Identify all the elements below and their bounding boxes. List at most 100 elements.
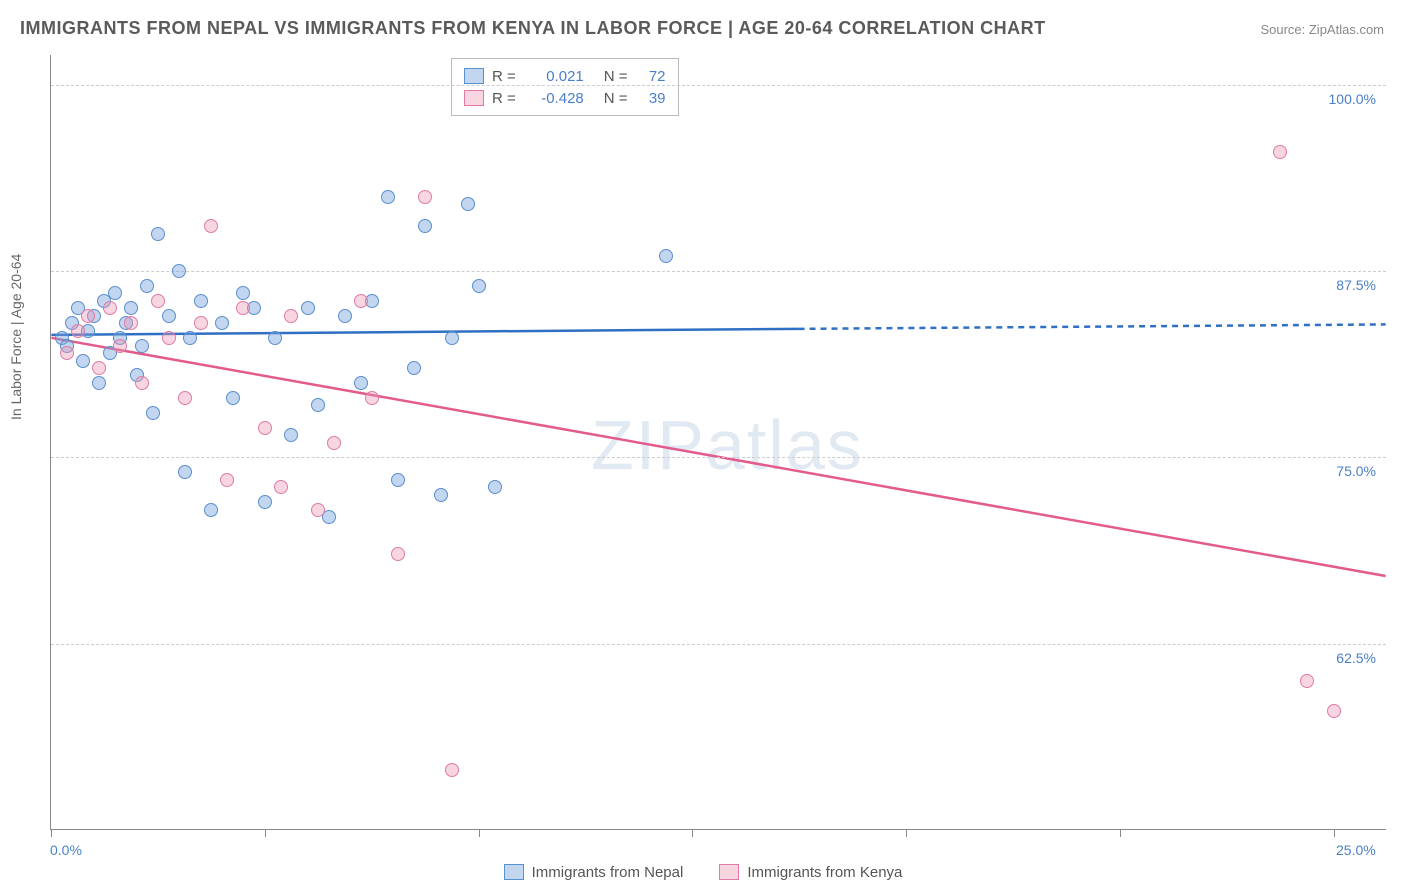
scatter-point bbox=[258, 495, 272, 509]
scatter-point bbox=[418, 219, 432, 233]
scatter-point bbox=[354, 294, 368, 308]
y-tick-label: 62.5% bbox=[1336, 650, 1376, 666]
legend-swatch bbox=[719, 864, 739, 880]
x-tick bbox=[51, 829, 52, 837]
scatter-point bbox=[146, 406, 160, 420]
scatter-point bbox=[236, 286, 250, 300]
x-tick-label: 0.0% bbox=[50, 842, 82, 858]
x-tick bbox=[1334, 829, 1335, 837]
series-legend-item: Immigrants from Kenya bbox=[719, 864, 902, 881]
scatter-point bbox=[226, 391, 240, 405]
scatter-point bbox=[284, 428, 298, 442]
scatter-point bbox=[274, 480, 288, 494]
scatter-point bbox=[445, 763, 459, 777]
scatter-point bbox=[381, 190, 395, 204]
scatter-point bbox=[108, 286, 122, 300]
series-legend-label: Immigrants from Kenya bbox=[747, 864, 902, 881]
scatter-point bbox=[284, 309, 298, 323]
x-tick bbox=[692, 829, 693, 837]
legend-row: R = -0.428 N = 39 bbox=[464, 87, 666, 109]
legend-swatch bbox=[464, 68, 484, 84]
legend-swatch bbox=[504, 864, 524, 880]
gridline-horizontal bbox=[51, 457, 1386, 458]
scatter-point bbox=[434, 488, 448, 502]
scatter-point bbox=[178, 391, 192, 405]
scatter-point bbox=[461, 197, 475, 211]
series-legend: Immigrants from Nepal Immigrants from Ken… bbox=[0, 864, 1406, 885]
scatter-point bbox=[472, 279, 486, 293]
chart-title: IMMIGRANTS FROM NEPAL VS IMMIGRANTS FROM… bbox=[20, 18, 1046, 39]
scatter-point bbox=[178, 465, 192, 479]
scatter-point bbox=[183, 331, 197, 345]
scatter-point bbox=[236, 301, 250, 315]
scatter-point bbox=[418, 190, 432, 204]
trend-lines-svg bbox=[51, 55, 1386, 829]
scatter-point bbox=[268, 331, 282, 345]
scatter-point bbox=[327, 436, 341, 450]
scatter-point bbox=[140, 279, 154, 293]
scatter-point bbox=[76, 354, 90, 368]
scatter-point bbox=[151, 227, 165, 241]
legend-r-value: -0.428 bbox=[524, 90, 584, 107]
legend-r-label: R = bbox=[492, 68, 516, 85]
scatter-point bbox=[215, 316, 229, 330]
y-axis-label: In Labor Force | Age 20-64 bbox=[8, 254, 24, 420]
watermark-text: ZIPatlas bbox=[591, 405, 864, 485]
scatter-point bbox=[445, 331, 459, 345]
scatter-point bbox=[311, 398, 325, 412]
scatter-point bbox=[92, 361, 106, 375]
legend-row: R =0.021N =72 bbox=[464, 65, 666, 87]
gridline-horizontal bbox=[51, 85, 1386, 86]
legend-r-value: 0.021 bbox=[524, 68, 584, 85]
x-tick bbox=[479, 829, 480, 837]
scatter-point bbox=[391, 473, 405, 487]
scatter-point bbox=[60, 346, 74, 360]
scatter-point bbox=[1273, 145, 1287, 159]
scatter-point bbox=[162, 309, 176, 323]
y-tick-label: 87.5% bbox=[1336, 277, 1376, 293]
scatter-point bbox=[1327, 704, 1341, 718]
scatter-point bbox=[135, 376, 149, 390]
scatter-point bbox=[258, 421, 272, 435]
scatter-point bbox=[407, 361, 421, 375]
scatter-point bbox=[113, 339, 127, 353]
scatter-point bbox=[172, 264, 186, 278]
gridline-horizontal bbox=[51, 271, 1386, 272]
scatter-point bbox=[135, 339, 149, 353]
scatter-point bbox=[391, 547, 405, 561]
x-tick bbox=[1120, 829, 1121, 837]
scatter-point bbox=[162, 331, 176, 345]
scatter-point bbox=[301, 301, 315, 315]
scatter-point bbox=[354, 376, 368, 390]
x-tick bbox=[906, 829, 907, 837]
legend-swatch bbox=[464, 90, 484, 106]
scatter-point bbox=[194, 294, 208, 308]
legend-r-label: R = bbox=[492, 90, 516, 107]
scatter-point bbox=[204, 219, 218, 233]
y-tick-label: 75.0% bbox=[1336, 463, 1376, 479]
scatter-point bbox=[92, 376, 106, 390]
legend-n-value: 39 bbox=[636, 90, 666, 107]
scatter-point bbox=[151, 294, 165, 308]
legend-n-label: N = bbox=[604, 68, 628, 85]
legend-n-label: N = bbox=[604, 90, 628, 107]
scatter-point bbox=[311, 503, 325, 517]
scatter-point bbox=[488, 480, 502, 494]
x-tick-label: 25.0% bbox=[1336, 842, 1376, 858]
correlation-legend: R =0.021N =72R =-0.428N =39 bbox=[451, 58, 679, 116]
x-tick bbox=[265, 829, 266, 837]
scatter-point bbox=[1300, 674, 1314, 688]
scatter-point bbox=[194, 316, 208, 330]
scatter-point bbox=[365, 391, 379, 405]
scatter-point bbox=[103, 301, 117, 315]
series-legend-item: Immigrants from Nepal bbox=[504, 864, 684, 881]
scatter-point bbox=[204, 503, 218, 517]
series-legend-label: Immigrants from Nepal bbox=[532, 864, 684, 881]
gridline-horizontal bbox=[51, 644, 1386, 645]
scatter-point bbox=[338, 309, 352, 323]
y-tick-label: 100.0% bbox=[1329, 91, 1376, 107]
chart-plot-area: ZIPatlas R =0.021N =72R =-0.428N =39 62.… bbox=[50, 55, 1386, 830]
scatter-point bbox=[71, 324, 85, 338]
scatter-point bbox=[659, 249, 673, 263]
source-label: Source: ZipAtlas.com bbox=[1260, 22, 1384, 37]
